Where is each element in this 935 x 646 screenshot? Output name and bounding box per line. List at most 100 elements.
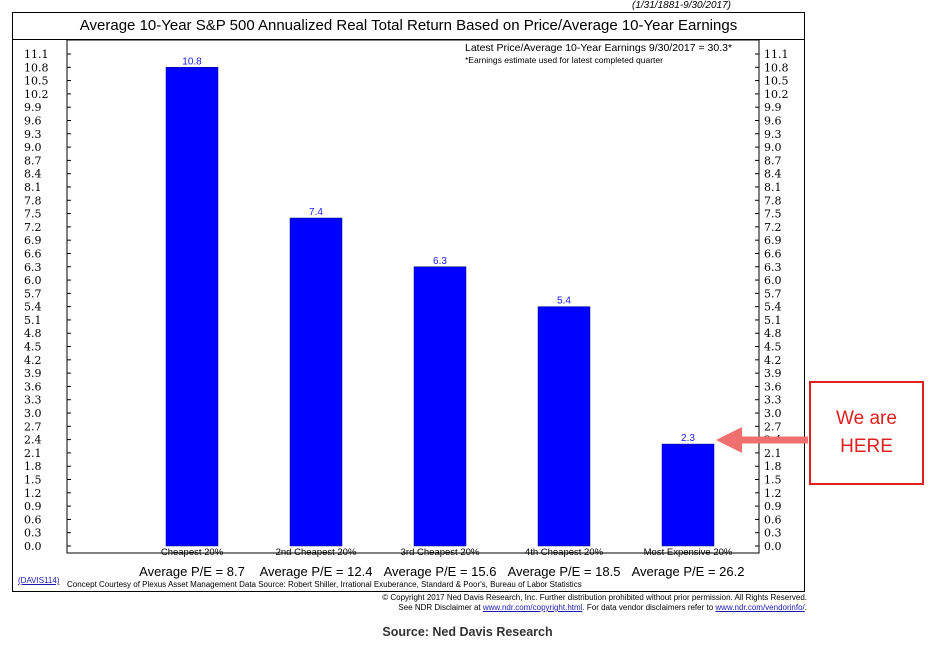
y-tick-label: 6.9 <box>24 234 42 247</box>
date-range: (1/31/1881-9/30/2017) <box>632 0 731 11</box>
pointer-arrow <box>716 427 808 453</box>
callout-line-2: HERE <box>840 436 893 457</box>
bar <box>289 217 343 547</box>
pe-label: Average P/E = 18.5 <box>508 564 621 579</box>
y-tick-label: 0.0 <box>24 540 42 553</box>
pe-label: Average P/E = 12.4 <box>260 564 373 579</box>
bars <box>165 67 715 547</box>
bar <box>661 443 715 547</box>
we-are-here-callout: We are HERE <box>809 381 924 485</box>
y-tick-label-right: 7.8 <box>764 194 782 207</box>
copyright-link[interactable]: www.ndr.com/copyright.html <box>482 603 583 612</box>
y-tick-label-right: 9.9 <box>764 101 782 114</box>
y-tick-label: 0.6 <box>24 513 42 526</box>
y-tick-label: 8.1 <box>24 181 42 194</box>
y-tick-label-right: 4.8 <box>764 327 782 340</box>
source-caption: Source: Ned Davis Research <box>382 625 553 639</box>
y-tick-label: 10.2 <box>24 88 49 101</box>
value-label: 10.8 <box>182 56 202 67</box>
y-tick-label-right: 6.9 <box>764 234 782 247</box>
chart-frame <box>12 12 805 592</box>
y-tick-label: 10.5 <box>24 75 49 88</box>
y-tick-label-right: 10.8 <box>764 61 789 74</box>
latest-pe-note: Latest Price/Average 10-Year Earnings 9/… <box>465 42 733 54</box>
y-tick-label: 5.1 <box>24 314 42 327</box>
pe-label: Average P/E = 8.7 <box>139 564 245 579</box>
y-tick-label: 1.2 <box>24 487 42 500</box>
category-label: 3rd Cheapest 20% <box>401 547 480 558</box>
y-tick-label-right: 0.3 <box>764 527 782 540</box>
y-tick-label-right: 0.9 <box>764 500 782 513</box>
y-tick-label: 0.3 <box>24 527 42 540</box>
y-tick-label-right: 6.0 <box>764 274 782 287</box>
y-tick-label: 2.7 <box>24 420 42 433</box>
callout-line-1: We are <box>836 408 897 429</box>
y-tick-label-right: 3.3 <box>764 394 782 407</box>
disclaimer-suffix: . <box>804 603 807 612</box>
copyright-text: © Copyright 2017 Ned Davis Research, Inc… <box>382 593 807 602</box>
category-label: Cheapest 20% <box>161 547 224 558</box>
y-tick-label: 9.3 <box>24 128 42 141</box>
y-tick-label-right: 5.7 <box>764 287 782 300</box>
pe-labels: Average P/E = 8.7 Average P/E = 12.4 Avera… <box>139 564 744 579</box>
y-tick-label-right: 6.6 <box>764 247 782 260</box>
value-label: 2.3 <box>681 433 695 444</box>
right-axis: 0.00.30.60.91.21.51.82.12.42.73.03.33.63… <box>755 48 789 553</box>
pe-label: Average P/E = 26.2 <box>632 564 745 579</box>
plot-area-border <box>66 39 760 554</box>
left-axis: 0.00.30.60.91.21.51.82.12.42.73.03.33.63… <box>24 48 71 553</box>
y-tick-label: 5.7 <box>24 287 42 300</box>
y-tick-label: 9.6 <box>24 114 42 127</box>
y-tick-label-right: 3.9 <box>764 367 782 380</box>
y-tick-label: 3.3 <box>24 394 42 407</box>
concept-credit: Concept Courtesy of Plexus Asset Managem… <box>67 580 582 589</box>
y-tick-label-right: 8.1 <box>764 181 782 194</box>
y-tick-label: 7.8 <box>24 194 42 207</box>
y-tick-label: 4.5 <box>24 341 42 354</box>
y-tick-label: 3.0 <box>24 407 42 420</box>
y-tick-label-right: 8.4 <box>764 168 782 181</box>
y-tick-label-right: 3.6 <box>764 380 782 393</box>
y-tick-label: 2.4 <box>24 434 42 447</box>
y-tick-label: 7.5 <box>24 208 42 221</box>
y-tick-label-right: 9.3 <box>764 128 782 141</box>
y-tick-label: 1.8 <box>24 460 42 473</box>
disclaimer-prefix: See NDR Disclaimer at <box>398 603 483 612</box>
y-tick-label-right: 2.7 <box>764 420 782 433</box>
y-tick-label-right: 4.5 <box>764 341 782 354</box>
y-tick-label: 6.3 <box>24 261 42 274</box>
y-tick-label: 11.1 <box>24 48 49 61</box>
y-tick-label: 0.9 <box>24 500 42 513</box>
y-tick-label: 1.5 <box>24 474 42 487</box>
chart-code-link[interactable]: (DAVIS114) <box>18 576 60 585</box>
y-tick-label-right: 1.2 <box>764 487 782 500</box>
value-label: 7.4 <box>309 207 323 218</box>
category-label: 4th Cheapest 20% <box>525 547 604 558</box>
category-labels: Cheapest 20% 2nd Cheapest 20% 3rd Cheapest… <box>161 547 733 558</box>
y-tick-label-right: 6.3 <box>764 261 782 274</box>
y-tick-label-right: 5.4 <box>764 301 782 314</box>
y-tick-label-right: 10.2 <box>764 88 789 101</box>
chart-title: Average 10-Year S&P 500 Annualized Real … <box>79 17 738 34</box>
y-tick-label-right: 1.5 <box>764 474 782 487</box>
y-tick-label: 5.4 <box>24 301 42 314</box>
value-label: 6.3 <box>433 256 447 267</box>
y-tick-label-right: 11.1 <box>764 48 789 61</box>
y-tick-label: 6.6 <box>24 247 42 260</box>
y-tick-label-right: 9.0 <box>764 141 782 154</box>
y-tick-label: 2.1 <box>24 447 42 460</box>
y-tick-label-right: 2.1 <box>764 447 782 460</box>
y-tick-label: 9.9 <box>24 101 42 114</box>
y-tick-label: 4.8 <box>24 327 42 340</box>
estimate-note: *Earnings estimate used for latest compl… <box>465 55 663 65</box>
y-tick-label-right: 7.2 <box>764 221 782 234</box>
disclaimer-middle: . For data vendor disclaimers refer to <box>582 603 716 612</box>
y-tick-label-right: 5.1 <box>764 314 782 327</box>
vendorinfo-link[interactable]: www.ndr.com/vendorinfo/ <box>715 603 805 612</box>
category-label: Most Expensive 20% <box>644 547 733 558</box>
category-label: 2nd Cheapest 20% <box>276 547 357 558</box>
y-tick-label: 7.2 <box>24 221 42 234</box>
y-tick-label: 6.0 <box>24 274 42 287</box>
disclaimer-text: See NDR Disclaimer at www.ndr.com/copyri… <box>398 603 807 612</box>
